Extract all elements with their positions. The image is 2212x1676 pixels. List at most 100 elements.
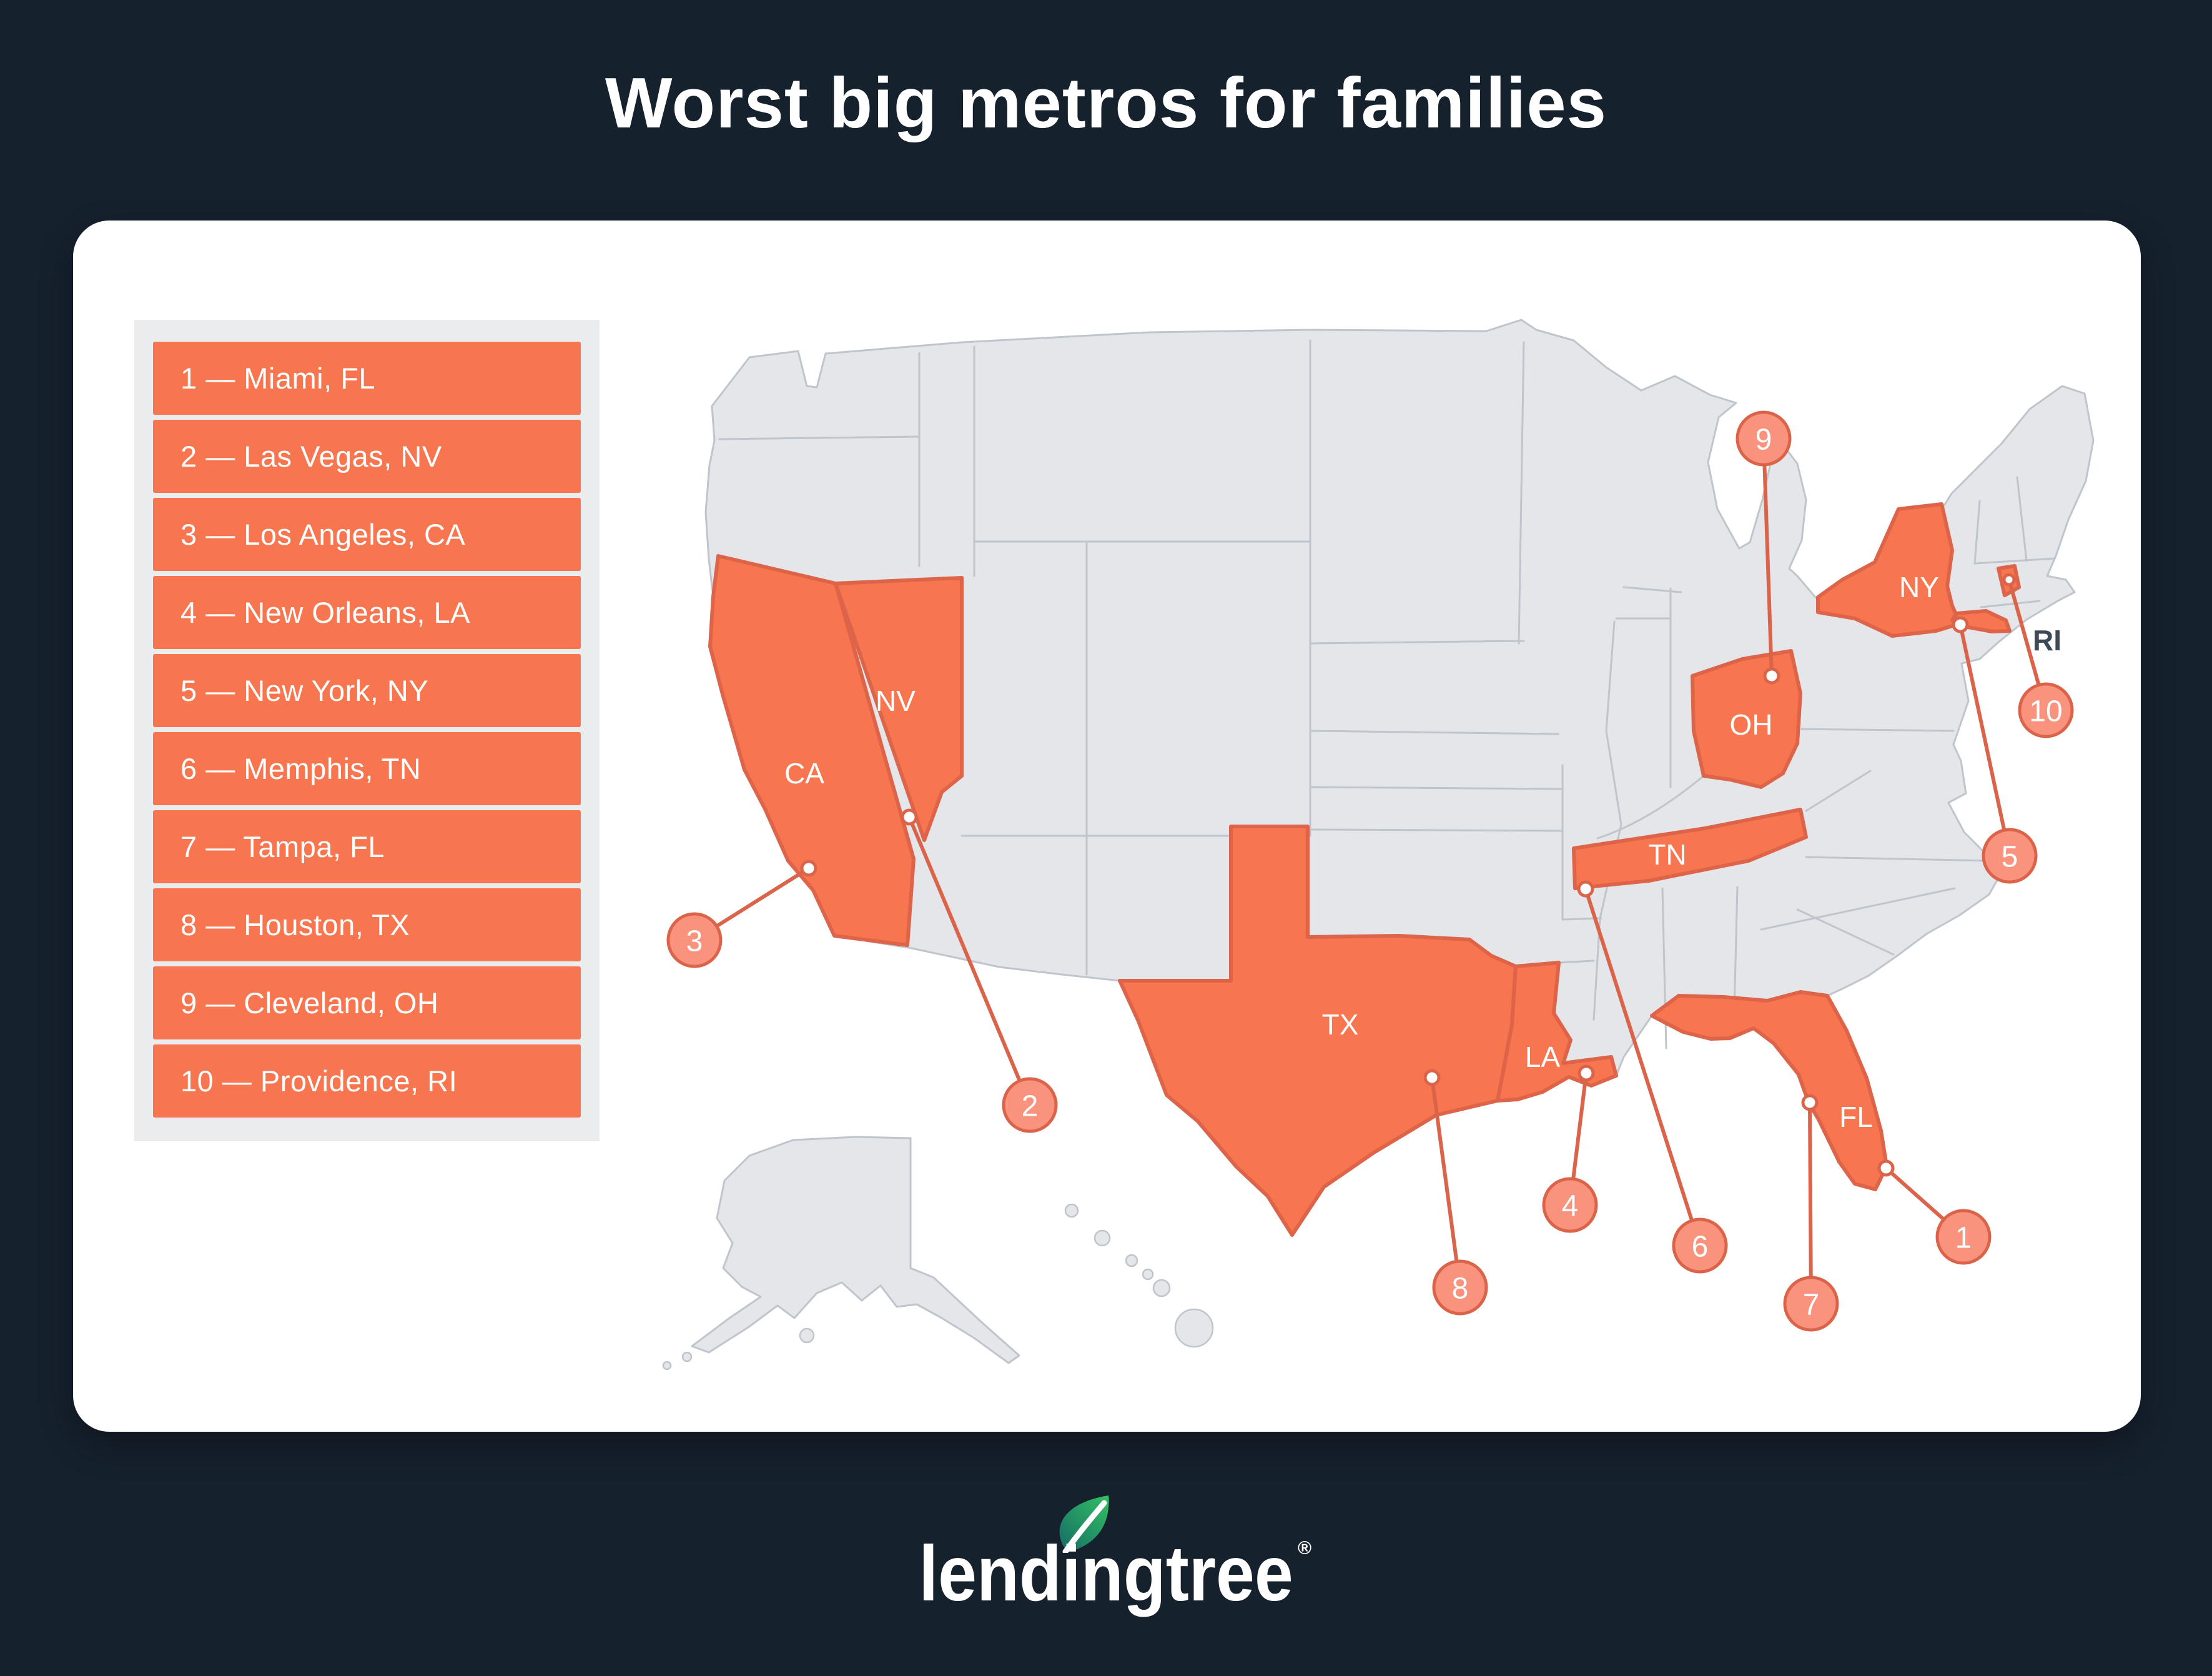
rank-row-4: 4 — New Orleans, LA: [153, 576, 581, 649]
state-label-OH: OH: [1730, 708, 1773, 741]
lendingtree-wordmark: lendingtree: [919, 1530, 1293, 1617]
state-border-line: [1973, 500, 1981, 565]
leader-line-9: [1762, 438, 1774, 677]
state-border-line: [1622, 586, 1682, 593]
state-label-TX: TX: [1322, 1008, 1359, 1041]
rank-row-6: 6 — Memphis, TN: [153, 732, 581, 805]
marker-circle-2: [1002, 1077, 1058, 1133]
state-border-line: [2016, 476, 2028, 562]
alaska-islet: [662, 1361, 672, 1371]
marker-circle-3: [666, 912, 723, 968]
rank-row-label: 1 — Miami, FL: [180, 362, 376, 395]
state-label-FL: FL: [1839, 1101, 1873, 1133]
hawaii-island: [1094, 1229, 1111, 1247]
rank-row-label: 2 — Las Vegas, NV: [180, 440, 442, 473]
rank-row-2: 2 — Las Vegas, NV: [153, 420, 581, 493]
rank-row-1: 1 — Miami, FL: [153, 342, 581, 415]
marker-circle-8: [1432, 1259, 1488, 1316]
marker-circle-1: [1935, 1209, 1992, 1265]
rank-row-9: 9 — Cleveland, OH: [153, 966, 581, 1039]
city-dot-cleveland: [1763, 667, 1780, 685]
city-dot-tampa: [1801, 1094, 1819, 1111]
alaska: [691, 1136, 1020, 1364]
hawaii-island: [1174, 1308, 1214, 1348]
rank-row-label: 3 — Los Angeles, CA: [180, 518, 466, 551]
registered-mark: ®: [1298, 1538, 1312, 1559]
rank-row-10: 10 — Providence, RI: [153, 1044, 581, 1118]
state-border-line: [1596, 775, 1705, 840]
rank-row-label: 8 — Houston, TX: [180, 908, 410, 941]
state-label-LA: LA: [1525, 1041, 1561, 1073]
city-dot-new-york: [1952, 616, 1969, 633]
city-dot-los-angeles: [800, 860, 817, 877]
state-OH: [1691, 649, 1802, 789]
state-label-RI: RI: [2033, 624, 2061, 657]
marker-number-2: 2: [1022, 1090, 1039, 1123]
state-border-line: [1309, 730, 1559, 735]
city-dot-memphis: [1577, 880, 1594, 898]
rank-row-7: 7 — Tampa, FL: [153, 810, 581, 883]
marker-circle-10: [2018, 682, 2074, 738]
rank-row-label: 9 — Cleveland, OH: [180, 986, 439, 1019]
state-border-line: [1805, 770, 1872, 812]
hawaii-island: [1125, 1254, 1138, 1267]
marker-number-9: 9: [1755, 424, 1772, 457]
rank-row-8: 8 — Houston, TX: [153, 888, 581, 961]
state-border-line: [1973, 557, 2056, 565]
state-FL: [1650, 990, 1889, 1191]
state-border-line: [718, 435, 921, 440]
state-NV: [834, 576, 964, 842]
marker-number-5: 5: [2002, 841, 2018, 874]
state-border-line: [1805, 856, 1992, 862]
rank-row-label: 5 — New York, NY: [180, 674, 429, 707]
hawaii-island: [1152, 1279, 1171, 1297]
city-dot-las-vegas: [901, 808, 918, 826]
state-CA: [708, 554, 916, 947]
hawaii-island: [1064, 1203, 1079, 1218]
ranking-list: 1 — Miami, FL 2 — Las Vegas, NV 3 — Los …: [134, 320, 600, 1141]
marker-circle-4: [1542, 1177, 1598, 1233]
rank-row-label: 6 — Memphis, TN: [180, 752, 422, 785]
city-dot-new-orleans: [1578, 1064, 1595, 1082]
state-border-line: [1558, 959, 1595, 964]
state-TX: [1118, 825, 1518, 1237]
page-title: Worst big metros for families: [605, 64, 1607, 143]
marker-circle-5: [1982, 828, 2038, 884]
state-border-line: [1980, 600, 2041, 608]
marker-number-1: 1: [1955, 1222, 1972, 1255]
state-NY: [1816, 502, 1962, 638]
rank-row-5: 5 — New York, NY: [153, 654, 581, 727]
us-map: CA NV TX LA TN FL OH NY RI 1 2 3 4 5 6 7 8 9 10: [662, 319, 2095, 1371]
leader-line-7: [1808, 1102, 1813, 1304]
lendingtree-leaf-icon: [1059, 1495, 1109, 1553]
state-border-line: [1796, 908, 1895, 956]
marker-number-6: 6: [1692, 1231, 1709, 1264]
rank-row-label: 10 — Providence, RI: [180, 1064, 458, 1098]
marker-number-4: 4: [1562, 1190, 1579, 1223]
rank-row-label: 4 — New Orleans, LA: [180, 596, 471, 629]
marker-circle-6: [1672, 1217, 1728, 1274]
state-label-NY: NY: [1899, 571, 1939, 603]
leader-line-8: [1430, 1077, 1462, 1288]
state-border-line: [1309, 828, 1564, 832]
rank-row-3: 3 — Los Angeles, CA: [153, 498, 581, 571]
marker-number-7: 7: [1803, 1289, 1820, 1322]
marker-number-10: 10: [2029, 695, 2062, 728]
hawaii-island: [1142, 1268, 1154, 1281]
state-border-line: [1309, 640, 1525, 645]
state-border-line: [1760, 887, 1956, 931]
state-border-line: [1309, 786, 1564, 790]
rank-row-label: 7 — Tampa, FL: [180, 830, 385, 863]
city-dot-houston: [1423, 1069, 1441, 1086]
state-label-TN: TN: [1648, 838, 1686, 871]
state-border-line: [1592, 620, 1622, 1021]
city-dot-providence: [2002, 573, 2016, 587]
state-label-CA: CA: [784, 757, 824, 790]
marker-circle-9: [1736, 410, 1792, 467]
marker-circle-7: [1783, 1276, 1839, 1332]
city-dot-miami: [1877, 1159, 1895, 1177]
state-label-NV: NV: [876, 685, 916, 717]
leader-line-5: [1958, 624, 2012, 856]
content-card: 1 — Miami, FL 2 — Las Vegas, NV 3 — Los …: [73, 221, 2141, 1432]
